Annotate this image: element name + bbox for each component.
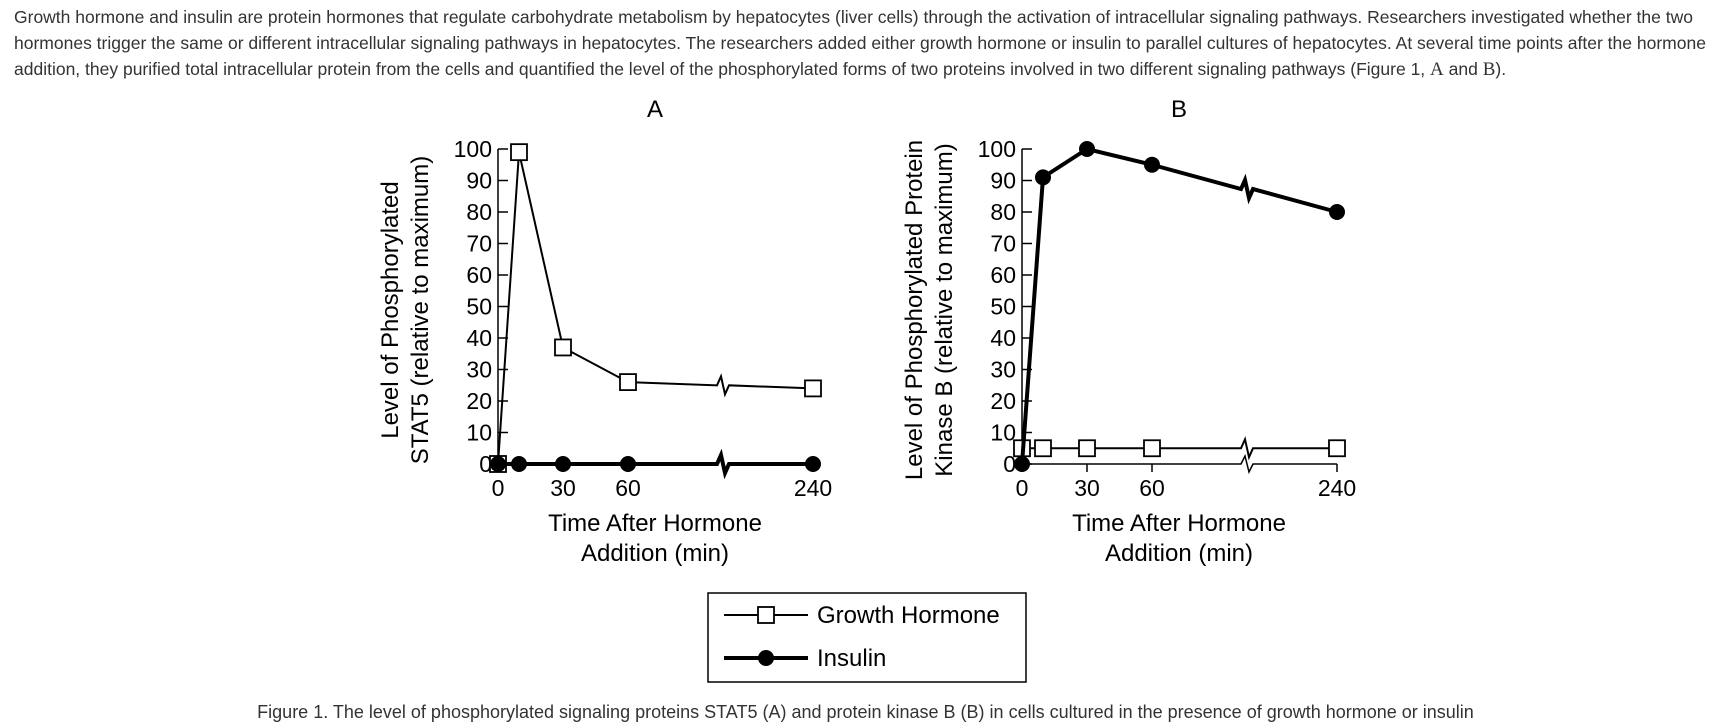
- y-tick-label: 80: [990, 199, 1016, 225]
- legend-insulin-marker: [758, 650, 774, 666]
- intro-fig-a: A: [1430, 59, 1444, 80]
- series-line-growth-hormone: [1022, 436, 1337, 461]
- intro-end: ).: [1495, 59, 1507, 79]
- data-point-insulin: [1079, 141, 1095, 157]
- y-tick-label: 70: [466, 231, 492, 257]
- chart-title: A: [647, 96, 663, 123]
- y-tick-label: 40: [990, 325, 1016, 351]
- y-tick-label: 90: [990, 168, 1016, 194]
- data-point-insulin: [511, 456, 527, 472]
- legend-insulin-label: Insulin: [817, 645, 886, 672]
- x-tick-label: 60: [1139, 475, 1165, 501]
- y-tick-label: 100: [454, 136, 492, 162]
- panel-b: B 0 10 20 30 40 50 60 70 80 90 100 0 30 60 240 Time Afte…: [901, 96, 1356, 567]
- data-point-growth-hormone: [1143, 439, 1161, 458]
- figure-caption: Figure 1. The level of phosphorylated si…: [257, 702, 1474, 722]
- data-point-growth-hormone: [510, 143, 528, 162]
- x-axis: [1022, 453, 1337, 475]
- y-tick-label: 80: [466, 199, 492, 225]
- data-point-growth-hormone: [619, 373, 637, 392]
- y-axis-label: Level of Phosphorylated: [377, 181, 404, 439]
- intro-and: and: [1443, 59, 1483, 79]
- x-tick-label: 0: [492, 475, 505, 501]
- y-tick-label: 60: [990, 262, 1016, 288]
- y-tick-label: 60: [466, 262, 492, 288]
- x-axis-label: Addition (min): [1105, 540, 1253, 567]
- x-axis-label: Time After Hormone: [548, 510, 762, 537]
- intro-text: Growth hormone and insulin are protein h…: [14, 7, 1706, 79]
- x-tick-label: 60: [615, 475, 641, 501]
- legend-gh-label: Growth Hormone: [817, 602, 1000, 629]
- y-tick-label: 30: [466, 357, 492, 383]
- intro-paragraph: Growth hormone and insulin are protein h…: [14, 4, 1719, 83]
- y-tick-label: 20: [990, 388, 1016, 414]
- x-tick-label: 240: [794, 475, 832, 501]
- y-tick-label: 70: [990, 231, 1016, 257]
- legend: Growth Hormone Insulin: [707, 592, 1027, 683]
- data-point-insulin: [490, 456, 506, 472]
- series-line-growth-hormone: [497, 151, 814, 465]
- y-tick-label: 50: [990, 294, 1016, 320]
- y-tick-label: 100: [978, 136, 1016, 162]
- data-point-insulin: [805, 456, 821, 472]
- x-tick-label: 30: [1074, 475, 1100, 501]
- series-line-insulin: [1020, 146, 1338, 465]
- y-axis-label: Kinase B (relative to maximum): [931, 143, 958, 476]
- data-point-insulin: [1329, 204, 1345, 220]
- y-tick-label: 20: [466, 388, 492, 414]
- x-axis-label: Time After Hormone: [1072, 510, 1286, 537]
- legend-gh-marker: [757, 606, 775, 624]
- y-tick-label: 10: [990, 420, 1016, 446]
- x-axis-label: Addition (min): [581, 540, 729, 567]
- data-point-growth-hormone: [554, 338, 572, 357]
- data-point-growth-hormone: [1034, 439, 1052, 458]
- intro-fig-b: B: [1482, 59, 1496, 80]
- y-tick-label: 50: [466, 294, 492, 320]
- y-tick-label: 90: [466, 168, 492, 194]
- data-point-growth-hormone: [804, 379, 822, 398]
- data-point-insulin: [1144, 156, 1160, 173]
- y-tick-label: 40: [466, 325, 492, 351]
- y-tick-label: 30: [990, 357, 1016, 383]
- data-point-insulin: [555, 456, 571, 472]
- x-tick-label: 0: [1016, 475, 1029, 501]
- x-tick-label: 30: [550, 475, 576, 501]
- y-axis-label: Level of Phosphorylated Protein: [901, 140, 928, 480]
- y-tick-label: 10: [466, 420, 492, 446]
- y-axis-label: STAT5 (relative to maximum): [407, 156, 434, 465]
- data-point-insulin: [1014, 456, 1030, 472]
- data-point-insulin: [1035, 169, 1051, 186]
- x-tick-label: 240: [1318, 475, 1356, 501]
- y-tick-label: 0: [1003, 451, 1016, 477]
- data-point-growth-hormone: [1328, 439, 1346, 458]
- series-line-insulin: [498, 448, 813, 480]
- chart-title: B: [1171, 96, 1187, 123]
- data-point-growth-hormone: [1078, 439, 1096, 458]
- data-point-insulin: [620, 456, 636, 472]
- panel-a: A 0 10 20 30 40 50 60 70 80 90 100 0 30 60 240 Time Afte…: [377, 96, 832, 567]
- y-tick-label: 0: [479, 451, 492, 477]
